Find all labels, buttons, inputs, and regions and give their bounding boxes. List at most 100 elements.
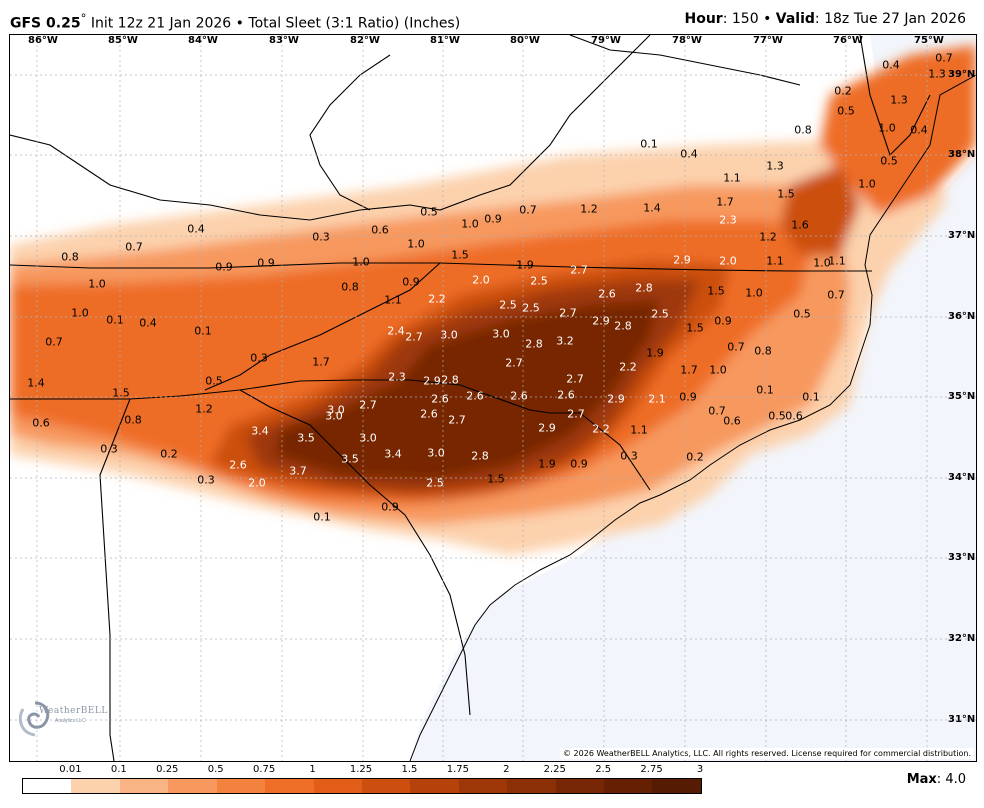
lon-label-86w: 86°W [28, 35, 58, 46]
sleet-value-label: 1.1 [766, 254, 784, 268]
sleet-value-label: 0.2 [834, 84, 852, 98]
sleet-value-label: 0.7 [935, 51, 953, 65]
sleet-value-label: 0.5 [420, 205, 438, 219]
legend-label: 0.5 [207, 764, 224, 775]
sleet-value-label: 0.9 [484, 212, 502, 226]
sleet-value-label: 0.3 [100, 442, 118, 456]
sleet-value-label: 1.2 [580, 202, 598, 216]
init-time: Init 12z 21 Jan 2026 [90, 15, 232, 32]
sleet-value-label: 0.1 [756, 383, 774, 397]
legend-swatch [23, 779, 72, 793]
sleet-value-label: 2.7 [405, 330, 423, 344]
sleet-value-label: 2.9 [673, 253, 691, 267]
sleet-value-label: 2.3 [719, 213, 737, 227]
sleet-value-label: 1.5 [112, 386, 130, 400]
lat-label-35n: 35°N [948, 391, 976, 402]
sleet-value-label: 2.5 [530, 274, 548, 288]
sleet-value-label: 0.2 [160, 447, 178, 461]
sleet-value-label: 2.8 [525, 337, 543, 351]
lon-label-78w: 78°W [672, 35, 702, 46]
sleet-value-label: 1.1 [384, 293, 402, 307]
valid-value: 18z Tue 27 Jan 2026 [824, 11, 966, 27]
sleet-value-label: 1.0 [352, 255, 370, 269]
sleet-value-label: 1.1 [723, 171, 741, 185]
sleet-value-label: 0.4 [882, 58, 900, 72]
sleet-value-label: 2.7 [567, 407, 585, 421]
sleet-value-label: 0.9 [679, 390, 697, 404]
valid-label: Valid [775, 11, 815, 27]
lat-label-37n: 37°N [948, 230, 976, 241]
sleet-value-label: 0.1 [802, 390, 820, 404]
sleet-value-label: 0.9 [402, 275, 420, 289]
sleet-value-label: 2.5 [651, 307, 669, 321]
sleet-value-label: 2.0 [248, 476, 266, 490]
sleet-value-label: 1.5 [686, 321, 704, 335]
sleet-value-label: 0.5 [768, 409, 786, 423]
legend-label: 1.75 [446, 764, 469, 775]
sleet-value-label: 1.0 [71, 306, 89, 320]
state-boundaries [10, 35, 931, 761]
coastline [409, 74, 976, 761]
sleet-value-label: 0.3 [197, 473, 215, 487]
sleet-value-label: 1.4 [643, 201, 661, 215]
sleet-value-label: 0.6 [785, 409, 803, 423]
sleet-value-label: 0.8 [794, 123, 812, 137]
sleet-value-label: 1.4 [27, 376, 45, 390]
sleet-value-label: 2.8 [614, 319, 632, 333]
sleet-value-label: 0.8 [754, 344, 772, 358]
sleet-value-label: 0.3 [312, 230, 330, 244]
sleet-value-label: 0.9 [570, 457, 588, 471]
sleet-value-label: 1.0 [461, 217, 479, 231]
sleet-value-label: 2.5 [522, 301, 540, 315]
lon-label-84w: 84°W [188, 35, 218, 46]
sleet-value-label: 1.3 [928, 67, 946, 81]
max-label: Max [906, 772, 937, 787]
sleet-value-label: 2.5 [426, 476, 444, 490]
sleet-value-label: 1.3 [890, 93, 908, 107]
legend-label: 3 [696, 764, 704, 775]
lon-label-81w: 81°W [430, 35, 460, 46]
sleet-value-label: 1.9 [646, 346, 664, 360]
sleet-value-label: 2.7 [359, 398, 377, 412]
sleet-value-label: 1.0 [407, 237, 425, 251]
weatherbell-logo: WeatherBELL Analytics LLC [15, 699, 115, 739]
lon-label-76w: 76°W [833, 35, 863, 46]
sleet-value-label: 2.6 [229, 458, 247, 472]
sleet-value-label: 0.7 [827, 288, 845, 302]
sleet-value-label: 2.3 [388, 370, 406, 384]
sleet-value-label: 1.0 [88, 277, 106, 291]
logo-swirl-icon [18, 701, 50, 737]
legend-label: 0.75 [253, 764, 276, 775]
sleet-value-label: 1.3 [766, 159, 784, 173]
sleet-value-label: 0.4 [910, 123, 928, 137]
lon-label-75w: 75°W [914, 35, 944, 46]
sleet-value-label: 3.7 [289, 464, 307, 478]
sleet-value-label: 3.0 [440, 328, 458, 342]
sleet-map[interactable]: 86°W 85°W 84°W 83°W 82°W 81°W 80°W 79°W … [9, 34, 977, 762]
legend-swatch [265, 779, 314, 793]
sleet-value-label: 0.8 [341, 280, 359, 294]
sleet-value-label: 3.5 [297, 431, 315, 445]
sleet-value-label: 0.1 [640, 137, 658, 151]
sleet-value-label: 3.0 [325, 409, 343, 423]
legend-swatch [71, 779, 120, 793]
color-legend: 0.01 0.1 0.25 0.5 0.75 1 1.25 1.5 1.75 2 2.25 2.5 2.… [22, 762, 722, 802]
sleet-value-label: 2.7 [448, 413, 466, 427]
sleet-value-label: 2.4 [387, 324, 405, 338]
sleet-value-label: 2.8 [471, 449, 489, 463]
product-name: Total Sleet (3:1 Ratio) (Inches) [248, 15, 461, 32]
legend-swatch [410, 779, 459, 793]
sleet-value-label: 0.7 [708, 404, 726, 418]
lon-label-85w: 85°W [108, 35, 138, 46]
sleet-value-label: 0.7 [125, 240, 143, 254]
sleet-value-label: 1.0 [745, 286, 763, 300]
legend-swatch [168, 779, 217, 793]
lon-label-77w: 77°W [753, 35, 783, 46]
legend-swatch [119, 779, 169, 793]
legend-swatch [361, 779, 411, 793]
hour-value: 150 [731, 11, 759, 27]
sleet-value-label: 2.7 [566, 372, 584, 386]
legend-swatch [604, 779, 653, 793]
logo-name: WeatherBELL [39, 706, 108, 716]
legend-label: 1.25 [349, 764, 373, 775]
